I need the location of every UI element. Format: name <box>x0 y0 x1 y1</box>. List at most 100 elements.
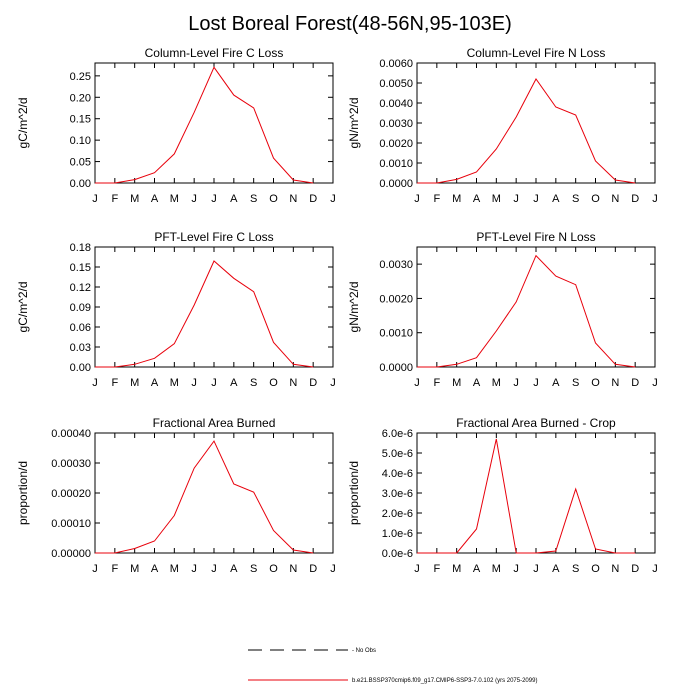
x-tick-label: A <box>552 377 560 389</box>
x-tick-label: J <box>211 563 217 575</box>
x-tick-label: F <box>433 563 440 575</box>
legend-label-1: - No Obs <box>352 648 376 654</box>
x-tick-label: A <box>473 193 481 205</box>
y-tick-label: 0.00020 <box>51 488 91 500</box>
y-tick-label: 0.0e-6 <box>382 548 413 560</box>
x-tick-label: M <box>492 193 501 205</box>
legend-label-2: b.e21.BSSP370cmip6.f09_g17.CMIP6-SSP3-7.… <box>352 678 537 684</box>
x-tick-label: M <box>452 193 461 205</box>
x-tick-label: D <box>631 193 639 205</box>
series-line <box>417 78 636 184</box>
x-tick-label: A <box>151 377 159 389</box>
x-tick-label: J <box>513 377 519 389</box>
y-tick-label: 0.0020 <box>379 293 413 305</box>
y-tick-label: 2.0e-6 <box>382 508 413 520</box>
x-tick-label: J <box>513 193 519 205</box>
plot-frame <box>94 246 334 368</box>
series-line <box>95 66 314 184</box>
x-tick-label: J <box>533 377 539 389</box>
x-tick-label: J <box>330 377 336 389</box>
x-tick-label: A <box>151 193 159 205</box>
x-tick-label: O <box>269 377 278 389</box>
x-tick-label: M <box>492 563 501 575</box>
y-axis-label: gC/m^2/d <box>16 282 30 333</box>
x-tick-label: J <box>92 563 98 575</box>
plot-frame <box>94 62 334 184</box>
x-tick-label: N <box>289 377 297 389</box>
y-tick-label: 0.10 <box>70 135 91 147</box>
y-axis-label: gN/m^2/d <box>347 282 361 333</box>
plot-frame <box>416 246 656 368</box>
panel-title: Fractional Area Burned - Crop <box>456 416 616 430</box>
x-tick-label: N <box>611 563 619 575</box>
x-tick-label: M <box>170 377 179 389</box>
x-tick-label: J <box>211 377 217 389</box>
y-tick-label: 3.0e-6 <box>382 488 413 500</box>
x-tick-label: J <box>652 193 658 205</box>
x-tick-label: M <box>130 377 139 389</box>
x-tick-label: S <box>250 377 257 389</box>
panel-title: Fractional Area Burned <box>153 416 276 430</box>
x-tick-label: J <box>92 377 98 389</box>
y-tick-label: 1.0e-6 <box>382 528 413 540</box>
series-line <box>417 438 636 554</box>
x-tick-label: F <box>111 563 118 575</box>
x-tick-label: F <box>111 193 118 205</box>
x-tick-label: J <box>414 563 420 575</box>
y-tick-label: 0.18 <box>70 242 91 254</box>
y-tick-label: 0.09 <box>70 302 91 314</box>
x-tick-label: J <box>533 193 539 205</box>
x-tick-label: J <box>414 377 420 389</box>
x-tick-label: J <box>191 563 197 575</box>
panel-title: PFT-Level Fire N Loss <box>476 230 595 244</box>
legend: - No Obs b.e21.BSSP370cmip6.f09_g17.CMIP6… <box>248 648 537 684</box>
x-tick-label: A <box>552 193 560 205</box>
series-line <box>95 440 314 554</box>
x-tick-label: O <box>591 193 600 205</box>
y-tick-label: 0.00010 <box>51 518 91 530</box>
x-tick-label: M <box>130 563 139 575</box>
x-tick-label: A <box>230 193 238 205</box>
x-tick-label: J <box>92 193 98 205</box>
x-tick-label: A <box>230 563 238 575</box>
x-tick-label: A <box>230 377 238 389</box>
series-line <box>95 260 314 368</box>
y-tick-label: 4.0e-6 <box>382 468 413 480</box>
y-axis-label: gC/m^2/d <box>16 98 30 149</box>
y-tick-label: 0.00040 <box>51 428 91 440</box>
x-tick-label: J <box>652 563 658 575</box>
x-tick-label: O <box>269 193 278 205</box>
y-tick-label: 0.06 <box>70 322 91 334</box>
x-tick-label: M <box>170 563 179 575</box>
y-tick-label: 0.0010 <box>379 158 413 170</box>
y-tick-label: 0.00 <box>70 362 91 374</box>
plot-frame <box>416 432 656 554</box>
x-tick-label: J <box>191 193 197 205</box>
y-tick-label: 0.0000 <box>379 178 413 190</box>
x-tick-label: J <box>211 193 217 205</box>
y-tick-label: 0.0050 <box>379 78 413 90</box>
y-tick-label: 0.03 <box>70 342 91 354</box>
x-tick-label: N <box>611 193 619 205</box>
x-tick-label: J <box>533 563 539 575</box>
x-tick-label: J <box>330 193 336 205</box>
x-tick-label: M <box>492 377 501 389</box>
x-tick-label: J <box>191 377 197 389</box>
x-tick-label: D <box>631 377 639 389</box>
panel-title: Column-Level Fire N Loss <box>467 46 606 60</box>
y-tick-label: 0.0030 <box>379 259 413 271</box>
y-tick-label: 0.00030 <box>51 458 91 470</box>
x-tick-label: M <box>452 377 461 389</box>
x-tick-label: J <box>513 563 519 575</box>
x-tick-label: F <box>433 377 440 389</box>
x-tick-label: M <box>170 193 179 205</box>
x-tick-label: A <box>552 563 560 575</box>
figure-title: Lost Boreal Forest(48-56N,95-103E) <box>188 13 512 35</box>
series-line <box>417 254 636 368</box>
